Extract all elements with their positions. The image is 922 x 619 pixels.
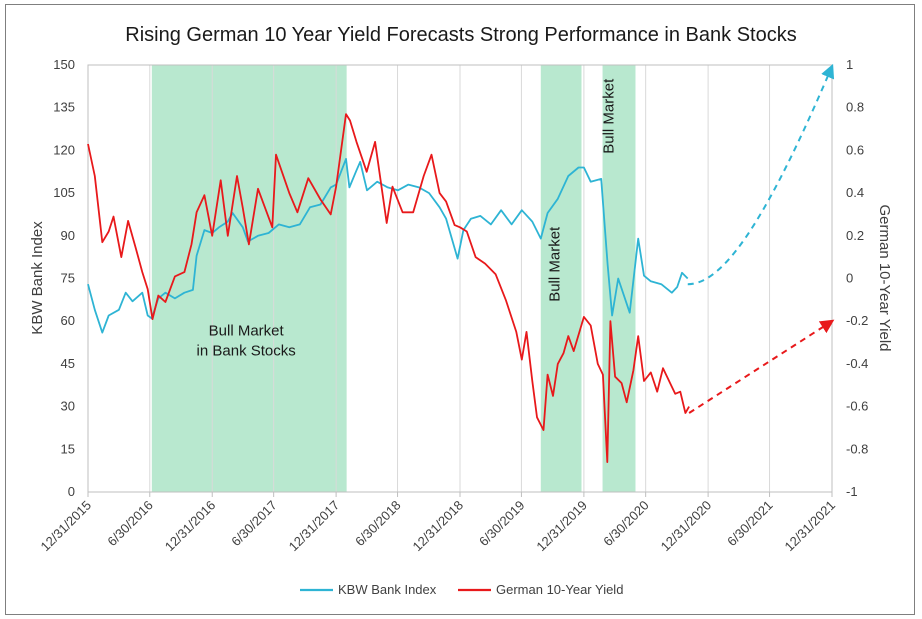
x-tick-label: 12/31/2015 <box>37 498 94 555</box>
left-tick-label: 75 <box>61 271 75 286</box>
left-tick-label: 90 <box>61 228 75 243</box>
left-tick-label: 15 <box>61 441 75 456</box>
x-tick-label: 12/31/2020 <box>658 498 715 555</box>
yield-projection-arrow <box>689 321 832 413</box>
right-tick-label: 0.4 <box>846 185 864 200</box>
x-tick-label: 12/31/2019 <box>533 498 590 555</box>
bull-market-region-0 <box>152 65 347 492</box>
x-tick-label: 6/30/2020 <box>600 498 652 550</box>
x-tick-label: 6/30/2021 <box>724 498 776 550</box>
x-tick-label: 12/31/2016 <box>162 498 219 555</box>
left-tick-label: 30 <box>61 399 75 414</box>
left-axis-title: KBW Bank Index <box>29 221 46 335</box>
chart-svg: Rising German 10 Year Yield Forecasts St… <box>0 0 922 619</box>
x-tick-label: 6/30/2017 <box>228 498 280 550</box>
x-tick-label: 6/30/2016 <box>104 498 156 550</box>
region-label-0-line-1: in Bank Stocks <box>197 342 296 359</box>
region-label-0-line-0: Bull Market <box>209 322 285 339</box>
right-tick-label: 0.8 <box>846 100 864 115</box>
left-tick-label: 60 <box>61 313 75 328</box>
right-tick-label: 1 <box>846 57 853 72</box>
x-axis-ticks: 12/31/2015 6/30/2016 12/31/2016 6/30/2017 12… <box>37 492 838 554</box>
left-tick-label: 150 <box>53 57 75 72</box>
x-tick-label: 12/31/2018 <box>409 498 466 555</box>
left-axis-ticks: 0 15 30 45 60 75 90 105 120 135 150 <box>53 57 75 499</box>
left-tick-label: 105 <box>53 185 75 200</box>
region-label-2: Bull Market <box>601 78 618 154</box>
right-tick-label: 0 <box>846 271 853 286</box>
right-tick-label: -0.4 <box>846 356 868 371</box>
region-label-1: Bull Market <box>546 226 563 302</box>
left-tick-label: 135 <box>53 100 75 115</box>
left-tick-label: 45 <box>61 356 75 371</box>
legend-label-yield: German 10-Year Yield <box>496 582 623 597</box>
right-axis-ticks: -1 -0.8 -0.6 -0.4 -0.2 0 0.2 0.4 0.6 0.8 1 <box>846 57 868 499</box>
left-tick-label: 0 <box>68 484 75 499</box>
right-tick-label: -0.2 <box>846 313 868 328</box>
right-tick-label: 0.2 <box>846 228 864 243</box>
x-tick-label: 12/31/2017 <box>286 498 343 555</box>
legend-label-kbw: KBW Bank Index <box>338 582 437 597</box>
chart-title: Rising German 10 Year Yield Forecasts St… <box>125 24 796 46</box>
x-tick-label: 6/30/2019 <box>476 498 528 550</box>
left-tick-label: 120 <box>53 142 75 157</box>
right-tick-label: -0.8 <box>846 441 868 456</box>
right-axis-title: German 10-Year Yield <box>876 204 893 351</box>
projection-arrows <box>688 66 832 413</box>
right-tick-label: 0.6 <box>846 142 864 157</box>
kbw-projection-arrow <box>688 66 832 284</box>
x-tick-label: 6/30/2018 <box>352 498 404 550</box>
right-tick-label: -1 <box>846 484 858 499</box>
x-tick-label: 12/31/2021 <box>781 498 838 555</box>
legend: KBW Bank Index German 10-Year Yield <box>300 582 623 597</box>
right-tick-label: -0.6 <box>846 399 868 414</box>
